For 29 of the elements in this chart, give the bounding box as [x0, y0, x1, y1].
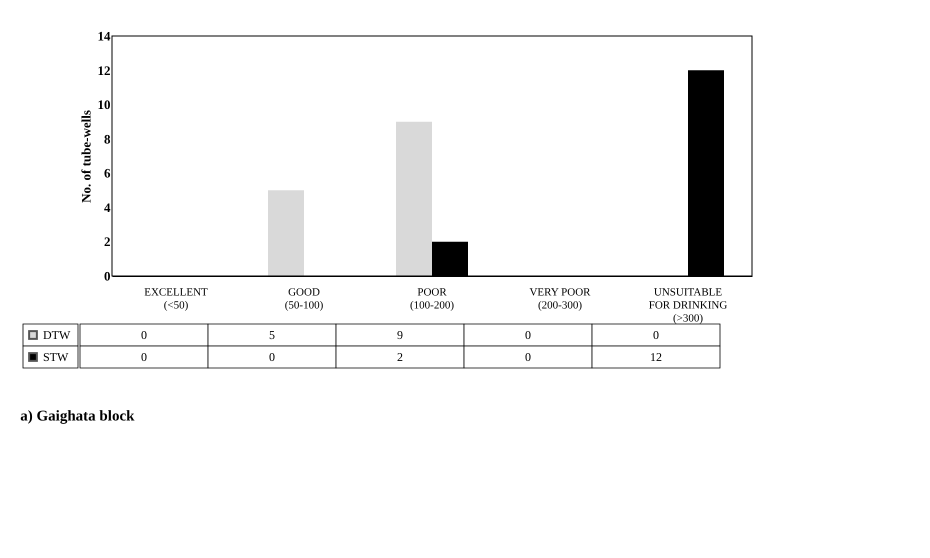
x-tick-label: UNSUITABLE FOR DRINKING (>300)	[648, 286, 728, 324]
data-label: 12	[650, 350, 662, 364]
data-label: 9	[397, 328, 403, 342]
data-label: 0	[653, 328, 659, 342]
data-label: 0	[141, 350, 147, 364]
x-tick-label: POOR (100-200)	[410, 286, 454, 312]
text: a) Gaighata block	[20, 408, 136, 424]
y-tick-label: 14	[98, 28, 111, 44]
data-label: 0	[141, 328, 147, 342]
data-label: 5	[269, 328, 275, 342]
y-tick-label: 6	[104, 166, 111, 181]
x-tick-label: VERY POOR (200-300)	[529, 286, 592, 312]
bar	[268, 190, 304, 276]
data-label: 2	[397, 350, 403, 364]
y-tick-label: 4	[104, 200, 111, 215]
y-tick-label: 12	[98, 62, 110, 78]
y-tick-label: 0	[104, 268, 110, 284]
y-axis-title: No. of tube-wells	[78, 110, 94, 203]
y-tick-label: 8	[104, 131, 111, 146]
data-label: 0	[525, 350, 531, 364]
x-tick-label: GOOD (50-100)	[284, 286, 324, 312]
legend-label: STW	[43, 350, 70, 364]
y-tick-label: 10	[98, 97, 110, 112]
data-label: 0	[269, 350, 275, 364]
y-tick-label: 2	[104, 234, 110, 250]
data-label: 0	[525, 328, 531, 342]
legend-label: DTW	[43, 328, 71, 342]
bar	[396, 122, 432, 276]
x-tick-label: EXCELLENT (<50)	[144, 286, 208, 312]
